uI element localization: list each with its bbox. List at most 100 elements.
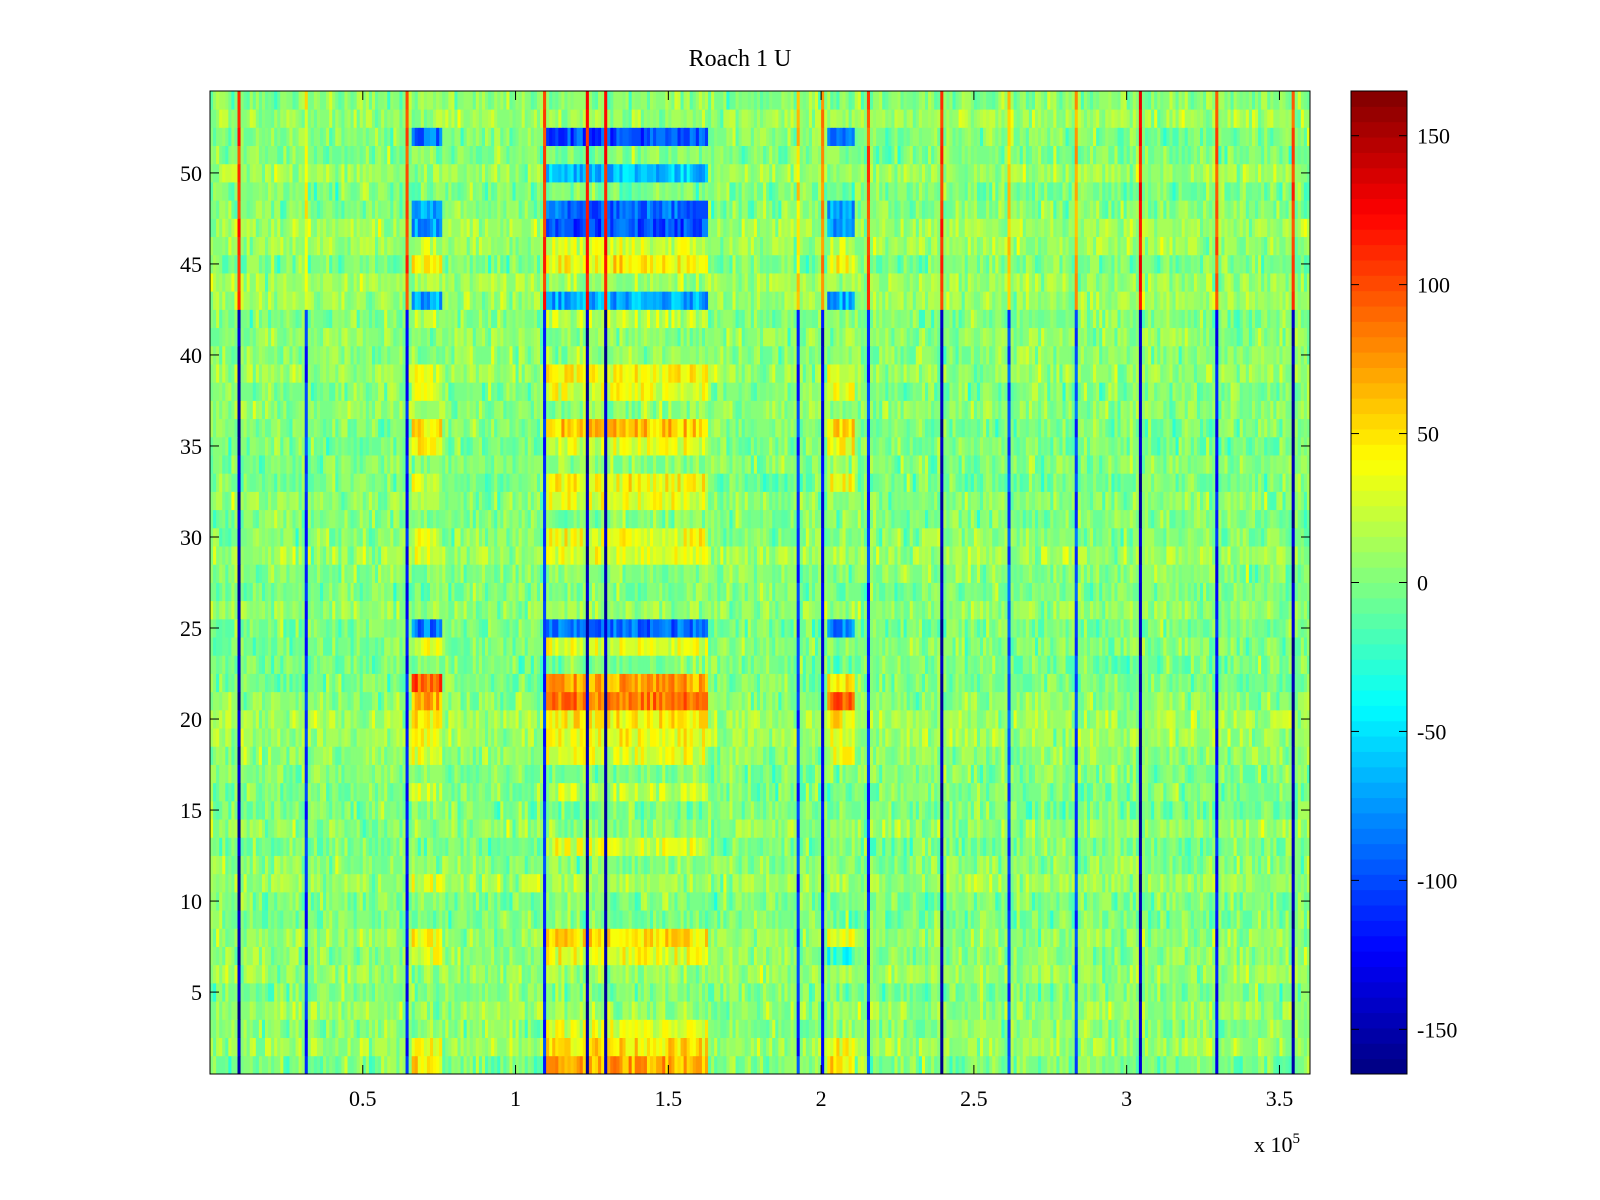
- heatmap-cell: [634, 855, 639, 875]
- heatmap-cell: [842, 873, 846, 893]
- heatmap-cell: [750, 946, 755, 966]
- heatmap-cell: [659, 819, 663, 838]
- heatmap-cell: [1096, 1055, 1100, 1075]
- heatmap-cell: [970, 982, 975, 1002]
- heatmap-cell: [213, 928, 217, 947]
- heatmap-cell: [766, 1001, 770, 1020]
- heatmap-cell: [741, 928, 746, 947]
- heatmap-cell: [595, 910, 599, 929]
- heatmap-cell: [1038, 819, 1042, 838]
- heatmap-cell: [356, 819, 361, 838]
- heatmap-cell: [549, 910, 553, 929]
- heatmap-cell: [512, 1037, 516, 1057]
- heatmap-cell: [1190, 1055, 1195, 1075]
- heatmap-cell: [705, 964, 709, 984]
- heatmap-cell: [543, 837, 547, 856]
- heatmap-cell: [258, 946, 263, 966]
- heatmap-cell: [1273, 891, 1277, 911]
- heatmap-cell: [1184, 855, 1189, 875]
- heatmap-cell: [436, 982, 440, 1002]
- heatmap-cell: [576, 873, 581, 893]
- heatmap-cell: [277, 982, 281, 1002]
- heatmap-cell: [1190, 891, 1195, 911]
- heatmap-cell: [689, 1037, 694, 1057]
- heatmap-cell: [1074, 946, 1079, 966]
- heatmap-cell: [598, 837, 602, 856]
- heatmap-cell: [976, 855, 981, 875]
- heatmap-cell: [723, 964, 727, 984]
- heatmap-cell: [955, 855, 960, 875]
- heatmap-cell: [445, 1037, 449, 1057]
- heatmap-cell: [216, 837, 220, 856]
- heatmap-cell: [246, 946, 251, 966]
- heatmap-cell: [1096, 873, 1100, 893]
- heatmap-cell: [723, 891, 727, 911]
- heatmap-cell: [863, 1001, 868, 1020]
- heatmap-cell: [265, 1001, 269, 1020]
- heatmap-cell: [231, 819, 235, 838]
- heatmap-cell: [607, 855, 611, 875]
- heatmap-cell: [818, 873, 822, 893]
- heatmap-cell: [387, 1019, 391, 1038]
- heatmap-cell: [1123, 1037, 1128, 1057]
- heatmap-cell: [323, 819, 327, 838]
- heatmap-cell: [320, 819, 324, 838]
- heatmap-cell: [940, 891, 944, 911]
- heatmap-cell: [390, 1019, 394, 1038]
- heatmap-cell: [423, 946, 428, 966]
- heatmap-cell: [653, 1055, 657, 1075]
- heatmap-cell: [518, 837, 523, 856]
- heatmap-cell: [1007, 873, 1011, 893]
- heatmap-cell: [454, 1037, 458, 1057]
- heatmap-cell: [1016, 928, 1021, 947]
- heatmap-cell: [356, 910, 361, 929]
- heatmap-cell: [613, 982, 617, 1002]
- heatmap-cell: [1230, 873, 1235, 893]
- heatmap-cell: [650, 928, 654, 947]
- heatmap-cell: [1071, 873, 1076, 893]
- heatmap-cell: [1132, 1001, 1137, 1020]
- heatmap-cell: [289, 1055, 293, 1075]
- heatmap-cell: [619, 1001, 623, 1020]
- heatmap-cell: [347, 873, 351, 893]
- heatmap-cell: [1172, 1019, 1176, 1038]
- heatmap-cell: [1279, 837, 1283, 856]
- heatmap-cell: [763, 891, 767, 911]
- heatmap-cell: [1001, 819, 1005, 838]
- heatmap-cell: [436, 946, 440, 966]
- heatmap-cell: [347, 910, 351, 929]
- heatmap-cell: [964, 1019, 969, 1038]
- heatmap-cell: [271, 946, 275, 966]
- heatmap-cell: [448, 891, 452, 911]
- heatmap-cell: [533, 982, 538, 1002]
- heatmap-cell: [701, 928, 706, 947]
- heatmap-cell: [692, 1001, 697, 1020]
- heatmap-cell: [1035, 982, 1039, 1002]
- heatmap-cell: [628, 946, 633, 966]
- heatmap-cell: [1108, 873, 1112, 893]
- heatmap-cell: [668, 855, 672, 875]
- heatmap-cell: [833, 1019, 837, 1038]
- heatmap-cell: [326, 982, 330, 1002]
- heatmap-cell: [857, 837, 862, 856]
- heatmap-cell: [371, 946, 376, 966]
- heatmap-cell: [344, 1037, 348, 1057]
- heatmap-cell: [921, 1019, 926, 1038]
- heatmap-cell: [497, 855, 501, 875]
- heatmap-cell: [521, 910, 526, 929]
- heatmap-cell: [1035, 946, 1039, 966]
- heatmap-cell: [1190, 910, 1195, 929]
- heatmap-cell: [839, 1055, 843, 1075]
- heatmap-cell: [848, 873, 853, 893]
- heatmap-cell: [1120, 1019, 1125, 1038]
- heatmap-cell: [796, 946, 801, 966]
- heatmap-cell: [1123, 1055, 1128, 1075]
- heatmap-cell: [1041, 910, 1045, 929]
- heatmap-cell: [286, 873, 290, 893]
- heatmap-cell: [310, 837, 315, 856]
- heatmap-cell: [576, 1037, 581, 1057]
- heatmap-cell: [1288, 964, 1293, 984]
- heatmap-cell: [961, 837, 966, 856]
- heatmap-cell: [210, 928, 214, 947]
- heatmap-cell: [469, 946, 474, 966]
